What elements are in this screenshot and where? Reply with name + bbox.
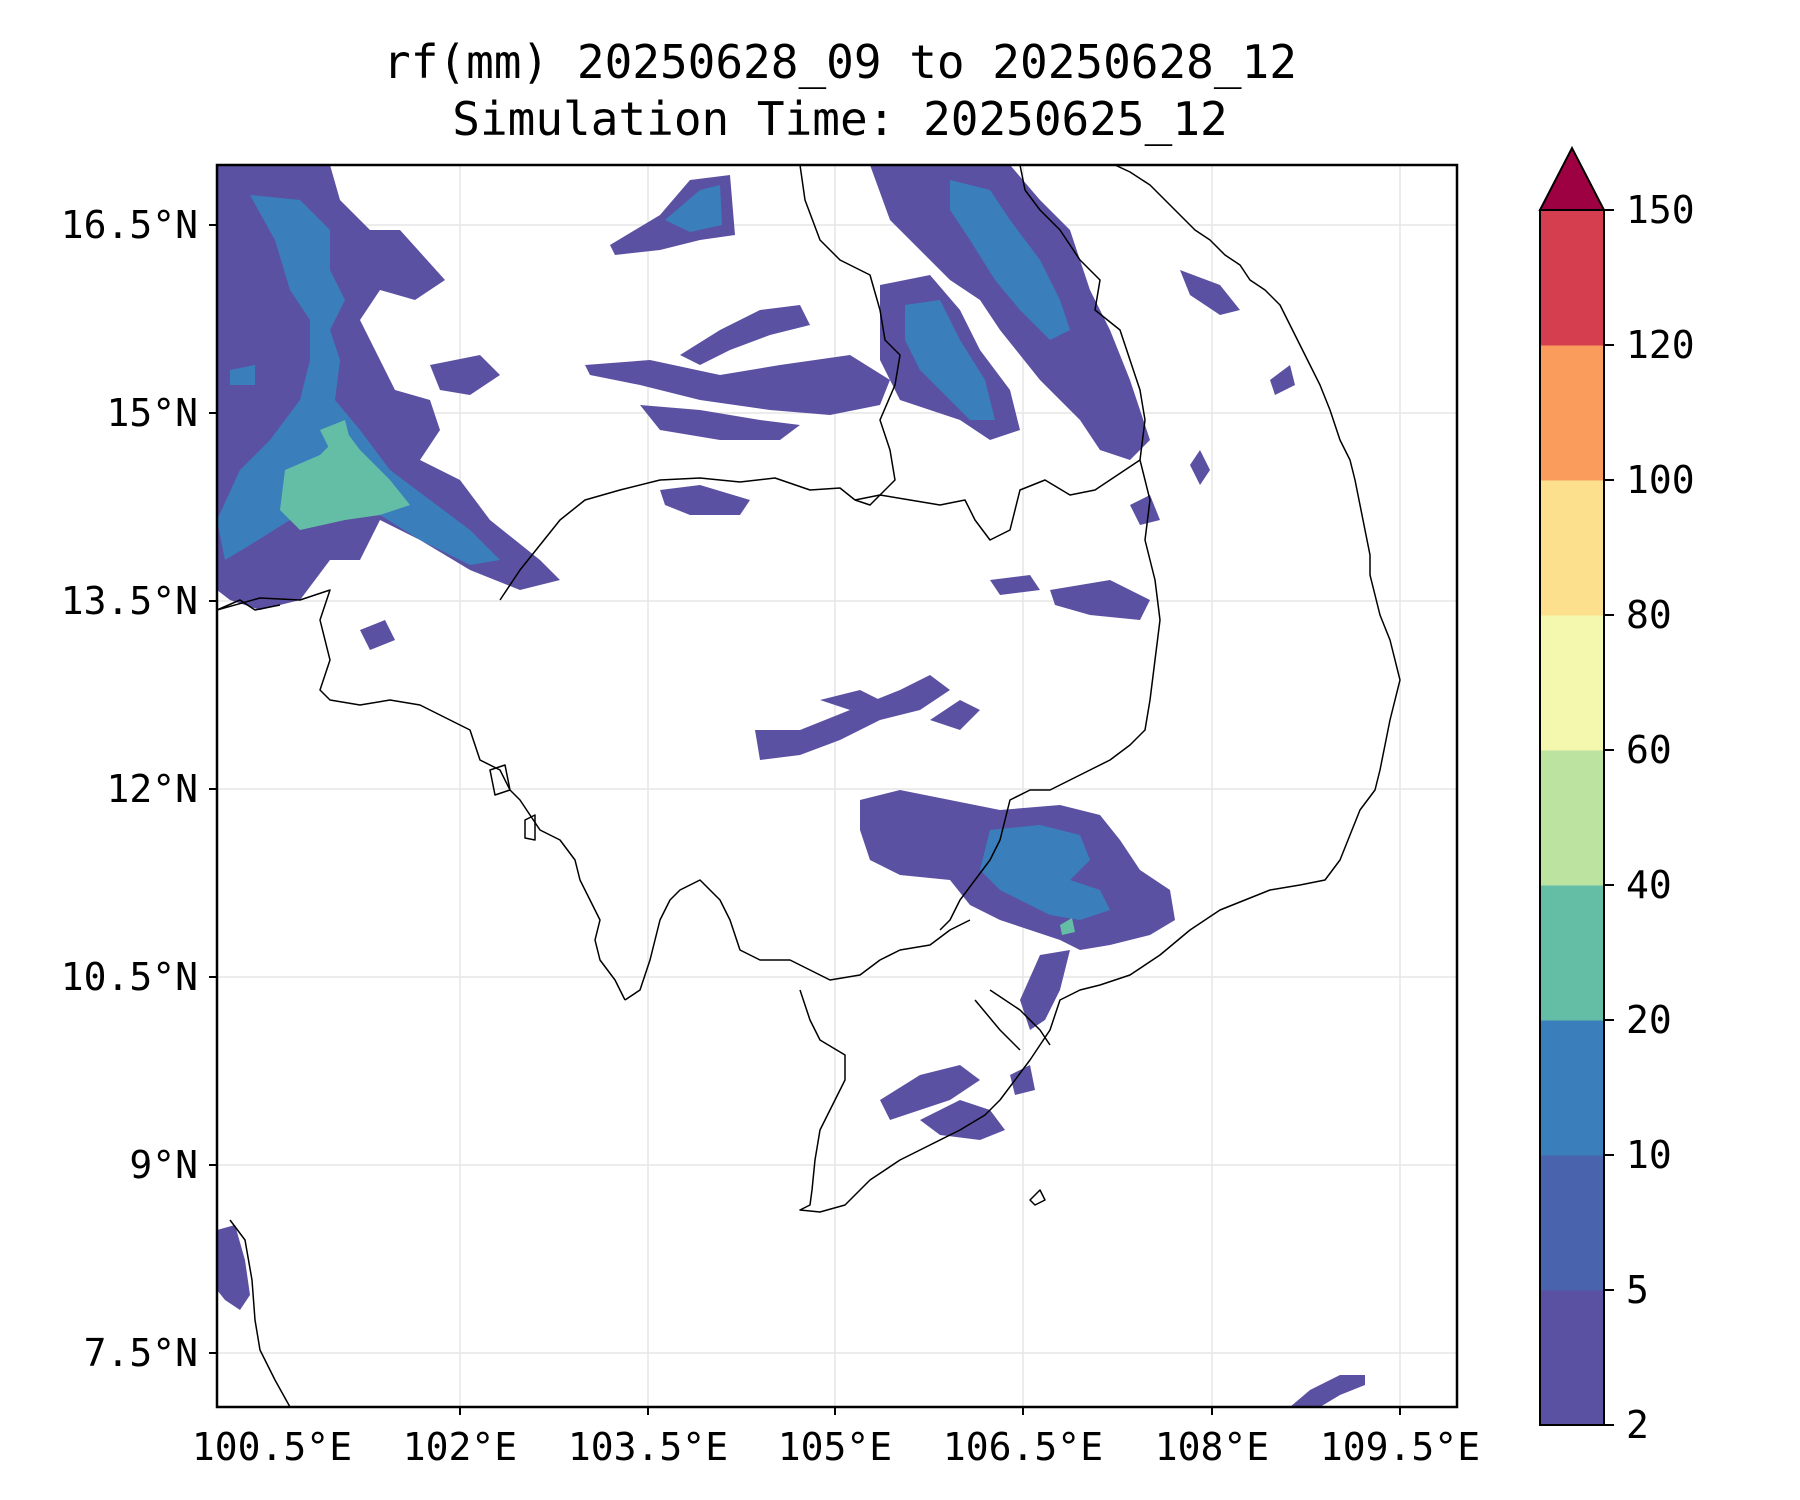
colorbar-segment bbox=[1540, 480, 1604, 616]
rain-band-laos-2 bbox=[680, 305, 810, 365]
island-1 bbox=[489, 764, 511, 796]
rain-band-delta-2 bbox=[920, 1100, 1005, 1140]
rain-band-laos-4 bbox=[640, 405, 800, 440]
lat-axis: 16.5°N 15°N 13.5°N 12°N 10.5°N 9°N 7.5°N bbox=[61, 203, 217, 1375]
colorbar-outline bbox=[1539, 209, 1605, 1426]
colorbar-segment bbox=[1540, 1155, 1604, 1291]
lat-tick-label: 13.5°N bbox=[61, 579, 198, 623]
rain-spot-1 bbox=[230, 365, 255, 385]
map-frame bbox=[215, 163, 1459, 1409]
lon-tick-label: 108°E bbox=[1155, 1425, 1269, 1469]
lon-tick-label: 106.5°E bbox=[943, 1425, 1103, 1469]
lat-tick-label: 9°N bbox=[129, 1143, 198, 1187]
island-3 bbox=[1029, 1189, 1046, 1206]
colorbar-tick-label: 120 bbox=[1626, 323, 1695, 367]
rain-band-delta bbox=[880, 1065, 980, 1120]
rain-spot-10 bbox=[1010, 1065, 1035, 1095]
colorbar-segment bbox=[1540, 345, 1604, 481]
rain-band-cambodia-central-3 bbox=[930, 700, 980, 730]
rain-band-central-vietnam-10 bbox=[950, 180, 1070, 340]
colorbar: 2 5 10 20 40 60 80 100 120 150 bbox=[1538, 145, 1695, 1447]
lon-tick-label: 102°E bbox=[403, 1425, 517, 1469]
colorbar-tick-label: 60 bbox=[1626, 728, 1672, 772]
border-cambodia-thailand bbox=[499, 477, 856, 601]
rain-band-mekong bbox=[1020, 950, 1070, 1030]
colorbar-tick-label: 80 bbox=[1626, 593, 1672, 637]
rain-band-cambodia-central-2 bbox=[820, 690, 880, 710]
border-cambodia-laos-vietnam bbox=[854, 459, 1161, 931]
colorbar-tick-label: 2 bbox=[1626, 1403, 1649, 1447]
lon-tick-label: 109.5°E bbox=[1320, 1425, 1480, 1469]
rain-band-laos-5 bbox=[660, 485, 750, 515]
border-laos-vietnam bbox=[1019, 165, 1146, 461]
border-thailand-laos bbox=[799, 165, 901, 506]
figure-title-line2: Simulation Time: 20250625_12 bbox=[452, 92, 1227, 146]
rain-band-southwest bbox=[217, 1225, 250, 1310]
island-2 bbox=[524, 814, 536, 841]
colorbar-segment bbox=[1540, 1290, 1604, 1426]
lat-tick-label: 16.5°N bbox=[61, 203, 198, 247]
map-panel bbox=[215, 163, 1459, 1409]
rain-spot-3 bbox=[430, 355, 500, 395]
rain-band-laos-east-10 bbox=[905, 300, 995, 420]
colorbar-segment bbox=[1540, 615, 1604, 751]
coastlines-borders bbox=[217, 165, 1401, 1407]
rain-band-southeast bbox=[1290, 1375, 1365, 1407]
colorbar-segment bbox=[1540, 210, 1604, 346]
mekong-mouth-1 bbox=[989, 989, 1051, 1046]
coast-gulf-north bbox=[624, 879, 971, 1001]
colorbar-extend-arrow bbox=[1538, 145, 1606, 211]
lon-tick-label: 103.5°E bbox=[568, 1425, 728, 1469]
lat-tick-label: 15°N bbox=[106, 391, 198, 435]
rain-band-south-10 bbox=[980, 825, 1110, 920]
rain-band-cambodia-central bbox=[755, 675, 950, 760]
colorbar-tick-label: 10 bbox=[1626, 1133, 1672, 1177]
lat-tick-label: 10.5°N bbox=[61, 955, 198, 999]
coast-peninsula-west bbox=[229, 1219, 291, 1407]
colorbar-tick-label: 5 bbox=[1626, 1268, 1649, 1312]
rain-band-laos-3 bbox=[585, 355, 890, 415]
rain-band-laos-north-10 bbox=[665, 185, 722, 232]
lat-tick-label: 7.5°N bbox=[84, 1331, 198, 1375]
rain-band-central-vietnam bbox=[870, 165, 1150, 460]
rain-core-northwest-2 bbox=[320, 420, 350, 450]
rain-spot-8 bbox=[1130, 495, 1160, 525]
colorbar-segment bbox=[1540, 1020, 1604, 1156]
map-background bbox=[217, 165, 1457, 1407]
colorbar-tick-label: 150 bbox=[1626, 188, 1695, 232]
rain-core-northwest bbox=[280, 430, 410, 530]
figure-title-line1: rf(mm) 20250628_09 to 20250628_12 bbox=[383, 35, 1297, 89]
rain-spot-4 bbox=[1050, 580, 1150, 620]
mekong-mouth-2 bbox=[974, 999, 1021, 1051]
rain-spot-9 bbox=[1190, 450, 1210, 485]
border-thailand-myanmar bbox=[217, 599, 281, 611]
rainfall-contours bbox=[217, 165, 1365, 1407]
rain-spot-7 bbox=[1270, 365, 1295, 395]
coast-gulf-east bbox=[799, 165, 1401, 1213]
lon-tick-label: 100.5°E bbox=[192, 1425, 352, 1469]
lat-tick-label: 12°N bbox=[106, 767, 198, 811]
rain-spot-5 bbox=[990, 575, 1040, 595]
lon-axis: 100.5°E 102°E 103.5°E 105°E 106.5°E 108°… bbox=[192, 1407, 1480, 1469]
colorbar-tick-label: 100 bbox=[1626, 458, 1695, 502]
colorbar-segment bbox=[1540, 750, 1604, 886]
rain-spot-6 bbox=[1180, 270, 1240, 315]
rain-core-south bbox=[1060, 918, 1075, 935]
rain-spot-2 bbox=[360, 620, 395, 650]
lon-tick-label: 105°E bbox=[778, 1425, 892, 1469]
colorbar-tick-label: 40 bbox=[1626, 863, 1672, 907]
colorbar-tick-label: 20 bbox=[1626, 998, 1672, 1042]
coast-gulf-west bbox=[217, 589, 626, 1001]
colorbar-segment bbox=[1540, 885, 1604, 1021]
